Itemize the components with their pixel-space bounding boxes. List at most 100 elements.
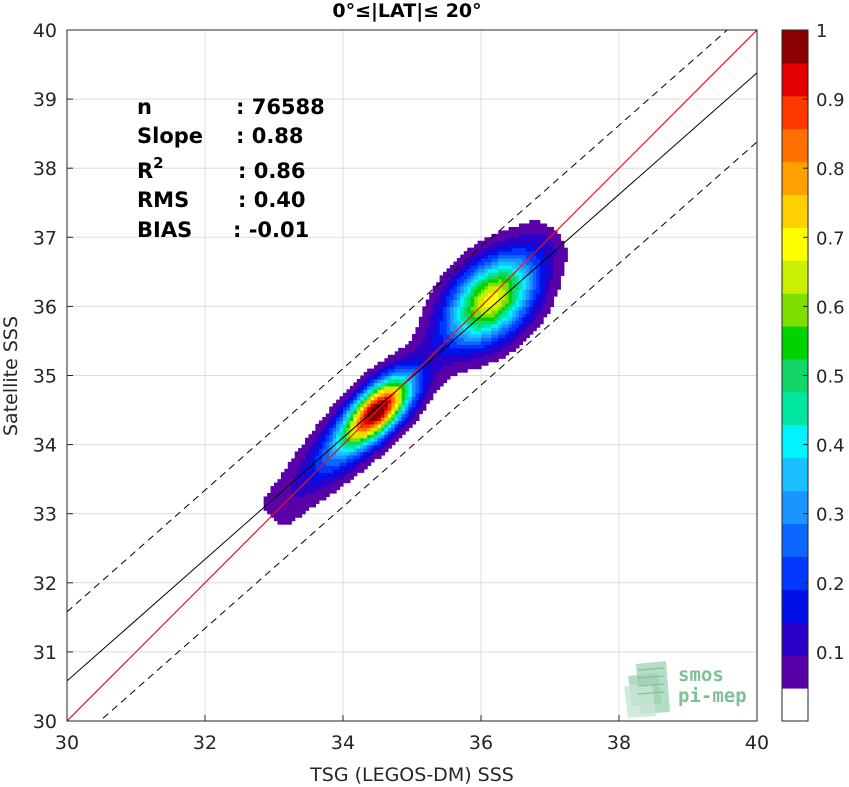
density-cell: [415, 365, 420, 370]
density-cell: [408, 358, 413, 363]
density-cell: [349, 392, 354, 397]
density-cell: [394, 361, 399, 366]
density-cell: [439, 330, 444, 335]
density-cell: [501, 337, 506, 342]
colorbar-tick-label-2: 0.3: [816, 505, 845, 526]
density-cell: [470, 299, 475, 304]
density-cell: [380, 385, 385, 390]
density-cell: [515, 237, 520, 242]
density-cell: [474, 261, 479, 266]
density-cell: [494, 233, 499, 238]
density-cell: [505, 292, 510, 297]
density-cell: [436, 344, 441, 349]
density-cell: [301, 499, 306, 504]
density-cell: [343, 403, 348, 408]
density-cell: [325, 427, 330, 432]
density-cell: [546, 233, 551, 238]
density-cell: [408, 385, 413, 390]
density-cell: [425, 323, 430, 328]
density-cell: [453, 261, 458, 266]
density-cell: [349, 461, 354, 466]
density-cell: [439, 337, 444, 342]
density-cell: [487, 344, 492, 349]
density-cell: [470, 275, 475, 280]
density-cell: [443, 320, 448, 325]
density-cell: [539, 309, 544, 314]
density-cell: [363, 399, 368, 404]
density-cell: [439, 299, 444, 304]
density-cell: [491, 323, 496, 328]
density-cell: [477, 351, 482, 356]
density-cell: [484, 261, 489, 266]
colorbar-segment-5: [782, 523, 808, 557]
density-cell: [439, 302, 444, 307]
density-cell: [425, 320, 430, 325]
density-cell: [339, 413, 344, 418]
density-cell: [329, 413, 334, 418]
density-cell: [460, 258, 465, 263]
density-cell: [363, 416, 368, 422]
density-cell: [501, 244, 506, 249]
density-cell: [477, 337, 482, 342]
density-cell: [412, 396, 417, 401]
density-cell: [370, 375, 375, 380]
density-cell: [515, 334, 520, 339]
density-cell: [370, 423, 375, 428]
density-cell: [294, 510, 299, 515]
density-cell: [384, 396, 389, 401]
density-cell: [422, 316, 427, 321]
density-cell: [384, 361, 389, 366]
density-cell: [367, 389, 372, 394]
density-cell: [446, 299, 451, 304]
density-cell: [446, 289, 451, 294]
density-cell: [329, 468, 334, 473]
density-cell: [508, 299, 513, 304]
density-cell: [432, 299, 437, 304]
density-cell: [311, 430, 316, 435]
density-cell: [446, 302, 451, 307]
density-cell: [453, 354, 458, 359]
density-cell: [439, 378, 444, 384]
density-cell: [443, 309, 448, 314]
density-cell: [432, 365, 437, 370]
density-cell: [470, 264, 475, 269]
density-cell: [332, 406, 337, 411]
density-cell: [456, 292, 461, 297]
density-cell: [315, 486, 320, 491]
density-cell: [487, 264, 492, 269]
density-cell: [318, 448, 323, 453]
density-cell: [405, 389, 410, 394]
density-cell: [332, 423, 337, 428]
density-cell: [456, 347, 461, 352]
density-cell: [353, 444, 358, 449]
colorbar-segment-12: [782, 293, 808, 327]
density-cell: [380, 392, 385, 397]
density-cell: [467, 344, 472, 349]
density-cell: [325, 448, 330, 453]
density-cell: [436, 382, 441, 387]
density-cell: [474, 251, 479, 256]
density-cell: [429, 309, 434, 314]
density-cell: [529, 285, 534, 290]
density-cell: [536, 261, 541, 266]
density-cell: [374, 385, 379, 390]
density-cell: [329, 420, 334, 425]
density-cell: [367, 423, 372, 428]
density-cell: [536, 306, 541, 311]
density-cell: [446, 347, 451, 352]
density-cell: [539, 268, 544, 273]
density-cell: [405, 423, 410, 428]
density-cell: [294, 461, 299, 466]
density-cell: [429, 351, 434, 356]
density-cell: [370, 372, 375, 377]
density-cell: [556, 244, 561, 249]
density-cell: [322, 496, 327, 501]
density-cell: [415, 334, 420, 339]
density-cell: [446, 375, 451, 380]
density-cell: [325, 444, 330, 449]
density-cell: [512, 230, 517, 235]
density-cell: [456, 368, 461, 373]
density-cell: [394, 368, 399, 373]
density-cell: [463, 347, 468, 352]
